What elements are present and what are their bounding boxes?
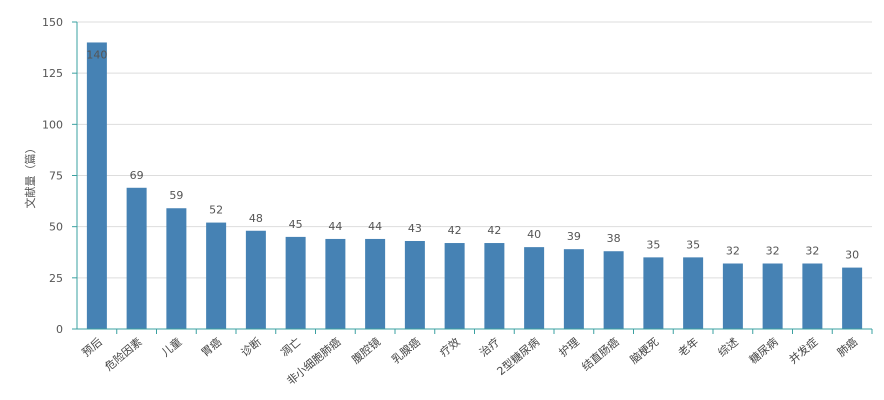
bar: [166, 208, 187, 329]
bar: [762, 263, 783, 329]
bar: [444, 243, 465, 329]
bar: [563, 249, 584, 329]
x-category-label: 凋亡: [278, 335, 304, 360]
x-category-label: 胃癌: [198, 335, 224, 360]
x-category-label: 综述: [715, 335, 741, 360]
data-label: 52: [209, 204, 223, 217]
x-category-label: 腹腔镜: [349, 335, 383, 367]
bar: [643, 257, 664, 329]
x-category-label: 脑梗死: [627, 335, 661, 367]
bar: [126, 187, 147, 329]
bar: [285, 236, 306, 329]
x-category-label: 乳腺癌: [389, 335, 423, 367]
y-tick-label: 100: [42, 118, 63, 131]
data-label: 40: [527, 228, 541, 241]
y-tick-label: 50: [49, 221, 63, 234]
bar: [722, 263, 743, 329]
bar: [603, 251, 624, 329]
x-category-label: 并发症: [786, 335, 820, 367]
bar: [365, 238, 386, 329]
y-tick-label: 25: [49, 272, 63, 285]
y-tick-label: 75: [49, 170, 63, 183]
data-label: 32: [726, 245, 740, 258]
x-category-label: 肺癌: [834, 335, 860, 360]
bars: [86, 42, 863, 329]
x-category-label: 诊断: [238, 335, 264, 360]
data-label: 32: [766, 245, 780, 258]
y-tick-label: 125: [42, 67, 63, 80]
x-category-label: 护理: [556, 335, 582, 360]
data-label: 30: [845, 249, 859, 262]
y-axis-title: 文献量（篇）: [23, 143, 37, 209]
data-label: 43: [408, 222, 422, 235]
data-label: 42: [448, 224, 462, 237]
data-label: 59: [169, 189, 183, 202]
data-label: 45: [289, 218, 303, 231]
data-label: 44: [368, 220, 382, 233]
data-label: 35: [646, 238, 660, 251]
x-category-label: 治疗: [476, 335, 502, 360]
x-category-label: 老年: [675, 335, 701, 360]
x-category-label: 预后: [80, 335, 105, 359]
data-label: 140: [86, 48, 107, 61]
x-category-label: 糖尿病: [746, 335, 780, 367]
x-category-label: 儿童: [158, 335, 184, 360]
y-tick-label: 150: [42, 16, 63, 29]
bar: [245, 230, 266, 329]
gridlines: [77, 21, 872, 279]
y-tick-label: 0: [56, 323, 63, 336]
x-category-label: 2型糖尿病: [494, 335, 542, 379]
bar: [484, 243, 505, 329]
data-label: 35: [686, 238, 700, 251]
bar: [683, 257, 704, 329]
bar: [404, 240, 425, 329]
x-category-label: 危险因素: [102, 335, 145, 374]
data-label: 44: [328, 220, 342, 233]
y-axis-ticks: 0 25 50 75 100 125 150: [42, 16, 77, 336]
data-label: 69: [130, 169, 144, 182]
bar: [524, 247, 545, 329]
data-label: 39: [567, 230, 581, 243]
data-label: 42: [487, 224, 501, 237]
bar: [802, 263, 823, 329]
x-category-label: 结直肠癌: [579, 335, 622, 374]
data-labels: 140 69 59 52 48 45 44 44 43 42 42 40 39 38 35 35 32 32 32 3…: [86, 48, 859, 261]
bar: [842, 267, 863, 329]
bar: [86, 42, 107, 329]
bar: [206, 222, 227, 329]
data-label: 48: [249, 212, 263, 225]
data-label: 32: [805, 245, 819, 258]
bar: [325, 238, 346, 329]
x-category-label: 疗效: [437, 335, 463, 360]
data-label: 38: [607, 232, 621, 245]
